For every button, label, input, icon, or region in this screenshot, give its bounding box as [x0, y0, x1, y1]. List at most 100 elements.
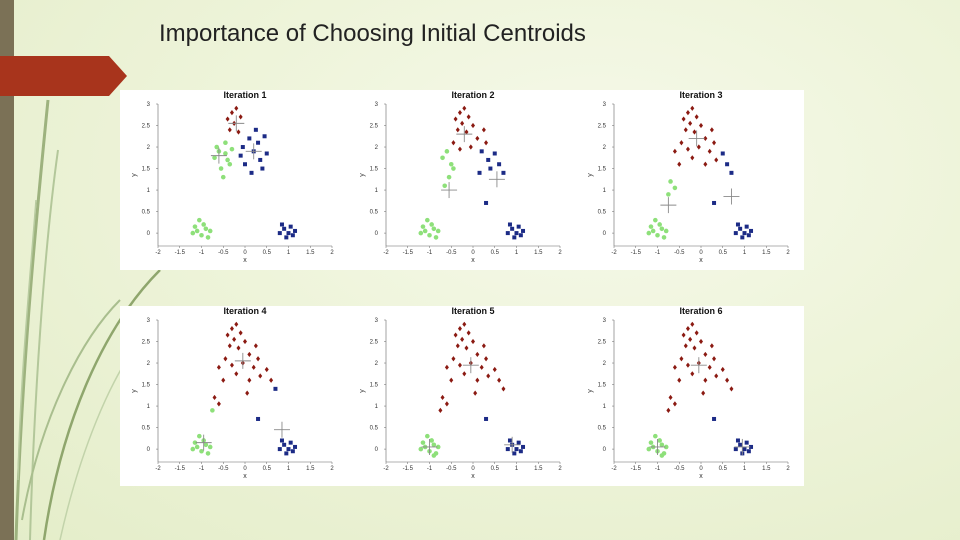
y-tick-label: 2.5 — [598, 340, 607, 346]
data-point — [460, 120, 465, 126]
plot-panel-4: Iteration 4 -2 -1.5 -1 -0.5 0 0.5 1 1.5 2 0 0.5 1 1.5… — [120, 306, 348, 486]
data-point — [646, 230, 652, 236]
data-point — [512, 235, 517, 240]
data-point — [229, 146, 235, 152]
data-point — [212, 155, 217, 161]
y-tick-label: 3 — [375, 102, 379, 108]
data-point — [207, 444, 213, 450]
y-tick-label: 1.5 — [370, 167, 379, 173]
x-tick-label: 0.5 — [491, 466, 500, 472]
data-point — [685, 362, 690, 368]
data-point — [672, 364, 677, 370]
data-point — [256, 416, 261, 421]
data-point — [486, 373, 491, 379]
data-point — [253, 127, 258, 132]
y-tick-label: 2 — [603, 145, 607, 151]
data-point — [501, 170, 506, 175]
data-point — [227, 161, 233, 167]
data-point — [229, 110, 234, 116]
y-tick-label: 0 — [147, 231, 151, 237]
data-point — [247, 351, 252, 358]
x-tick-label: 2 — [558, 250, 562, 256]
y-tick-label: 2.5 — [142, 124, 151, 130]
y-tick-label: 1 — [375, 188, 379, 194]
data-point — [703, 135, 708, 142]
x-tick-label: -1 — [655, 250, 661, 256]
x-tick-label: 0.5 — [719, 250, 728, 256]
data-point — [418, 230, 424, 236]
x-tick-label: 0.5 — [263, 466, 272, 472]
x-tick-label: -1 — [199, 250, 205, 256]
data-point — [714, 373, 719, 379]
data-point — [240, 145, 245, 150]
data-point — [284, 451, 289, 456]
y-tick-label: 2 — [375, 361, 379, 367]
grass-blade — [29, 149, 59, 540]
data-point — [690, 371, 695, 377]
data-point — [203, 442, 209, 448]
x-tick-label: 1 — [743, 250, 747, 256]
data-point — [455, 127, 460, 133]
data-point — [466, 330, 471, 336]
data-point — [707, 364, 712, 370]
data-point — [479, 364, 484, 370]
data-point — [714, 157, 719, 163]
data-point — [451, 356, 456, 362]
data-point — [688, 120, 693, 126]
data-point — [740, 235, 745, 240]
data-point — [449, 377, 454, 383]
data-point — [521, 228, 526, 233]
x-tick-label: 1.5 — [534, 466, 543, 472]
scatter-plot: Iteration 2 -2 -1.5 -1 -0.5 0 0.5 1 1.5 2 0 0.5 1 1.5… — [359, 90, 562, 264]
data-point — [279, 438, 284, 443]
y-axis-label: y — [131, 389, 138, 393]
x-tick-label: 0.5 — [491, 250, 500, 256]
data-point — [216, 364, 221, 370]
x-tick-label: 1 — [515, 250, 519, 256]
data-point — [444, 364, 449, 370]
data-point — [462, 371, 467, 377]
data-point — [679, 356, 684, 362]
data-point — [238, 330, 243, 336]
data-point — [518, 233, 523, 238]
y-tick-label: 2 — [147, 361, 151, 367]
data-point — [431, 226, 437, 232]
x-tick-label: -2 — [611, 466, 617, 472]
data-point — [286, 231, 291, 236]
data-point — [418, 446, 424, 452]
data-point — [282, 226, 287, 231]
data-point — [475, 377, 480, 383]
data-point — [486, 157, 491, 162]
y-tick-label: 2.5 — [598, 124, 607, 130]
data-point — [703, 377, 708, 383]
data-point — [264, 151, 269, 156]
scatter-plot: Iteration 5 -2 -1.5 -1 -0.5 0 0.5 1 1.5 2 0 0.5 1 1.5… — [359, 306, 562, 480]
data-point — [507, 438, 512, 443]
data-point — [247, 377, 252, 383]
data-point — [659, 453, 665, 458]
data-point — [457, 146, 462, 152]
plot-title: Iteration 3 — [679, 90, 722, 100]
y-tick-label: 3 — [147, 102, 151, 108]
y-tick-label: 2 — [603, 361, 607, 367]
data-point — [238, 153, 243, 158]
y-tick-label: 1.5 — [370, 383, 379, 389]
data-point — [677, 161, 682, 167]
data-point — [264, 366, 269, 373]
data-point — [510, 226, 515, 231]
grass-blade — [21, 299, 121, 521]
x-axis-label: x — [471, 257, 475, 264]
data-point — [653, 217, 658, 223]
plot-title: Iteration 2 — [451, 90, 494, 100]
y-tick-label: 1 — [603, 404, 607, 410]
data-point — [703, 351, 708, 358]
data-point — [435, 444, 441, 450]
data-point — [190, 230, 196, 236]
data-point — [201, 222, 206, 227]
data-point — [210, 408, 215, 413]
data-point — [707, 148, 712, 154]
data-point — [234, 371, 239, 377]
x-axis-label: x — [699, 257, 703, 264]
y-tick-label: 2 — [375, 145, 379, 151]
data-point — [742, 231, 747, 236]
